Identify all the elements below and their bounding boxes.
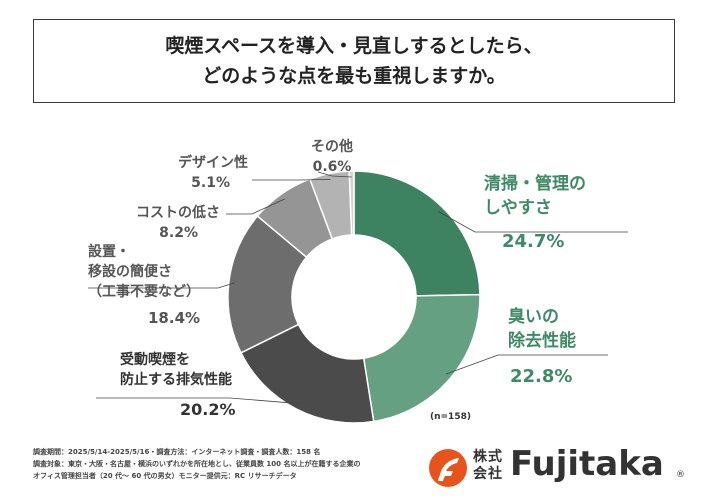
- leader-line-other: [317, 171, 352, 178]
- logo-jp-top: 株式: [473, 449, 503, 465]
- value-exhaust: 20.2%: [180, 400, 236, 419]
- label-exhaust: 受動喫煙を 防止する排気性能 20.2%: [120, 350, 236, 420]
- label-cleaning-line-2: しやすさ: [484, 198, 552, 218]
- label-odor-line-2: 除去性能: [508, 331, 576, 351]
- logo-jp-bottom: 会社: [473, 466, 503, 482]
- label-installation-line-2: 移設の簡便さ: [88, 264, 172, 280]
- title-line-1: 喫煙スペースを導入・見直しするとしたら、: [165, 35, 543, 57]
- label-installation-line-1: 設置・: [88, 244, 130, 260]
- donut-slice-cleaning: [353, 170, 481, 297]
- fujitaka-logo-mark-icon: [429, 449, 467, 487]
- leader-line-odor: [445, 354, 608, 375]
- label-exhaust-line-1: 受動喫煙を: [120, 352, 190, 368]
- label-cleaning-line-1: 清掃・管理の: [484, 174, 586, 194]
- donut-slice-other: [348, 170, 355, 236]
- label-exhaust-line-2: 防止する排気性能: [120, 372, 232, 388]
- donut-slice-odor: [362, 293, 481, 423]
- label-other-line-1: その他: [311, 139, 353, 155]
- leader-line-installation: [88, 282, 235, 289]
- value-installation: 18.4%: [148, 309, 201, 327]
- label-installation: 設置・ 移設の簡便さ （工事不要など） 18.4%: [88, 242, 200, 328]
- logo-wordmark: Fujitaka: [510, 444, 664, 484]
- chart-title: 喫煙スペースを導入・見直しするとしたら、 どのような点を最も重視しますか。: [33, 19, 675, 103]
- label-cost-line-1: コストの低さ: [136, 205, 220, 221]
- label-odor: 臭いの 除去性能 22.8%: [508, 305, 576, 389]
- footnote-line-1: 調査期間：2025/5/14-2025/5/16・調査方法：インターネット調査・…: [33, 448, 321, 456]
- leader-line-cleaning: [437, 211, 628, 233]
- value-design: 5.1%: [191, 175, 230, 191]
- fujitaka-logo: 株式 会社 Fujitaka ®: [428, 444, 688, 488]
- donut-slice-exhaust: [240, 323, 375, 424]
- label-cleaning: 清掃・管理の しやすさ 24.7%: [484, 172, 586, 254]
- leader-line-exhaust: [96, 397, 299, 404]
- footnote-line-2: 調査対象：東京・大阪・名古屋・横浜のいずれかを所在地とし、従業員数 100 名以…: [33, 460, 361, 468]
- value-cleaning: 24.7%: [502, 231, 565, 252]
- label-design-line-1: デザイン性: [178, 155, 248, 171]
- survey-footnote: 調査期間：2025/5/14-2025/5/16・調査方法：インターネット調査・…: [33, 446, 433, 482]
- sample-size-label: (n=158): [430, 412, 471, 422]
- label-odor-line-1: 臭いの: [508, 307, 559, 327]
- logo-registered-mark: ®: [676, 470, 685, 480]
- donut-slice-installation: [227, 215, 308, 354]
- footnote-line-3: オフィス管理担当者（20 代～ 60 代の男女）モニター提供元：RC リサーチデ…: [33, 472, 297, 480]
- title-line-2: どのような点を最も重視しますか。: [202, 65, 506, 87]
- label-cost: コストの低さ 8.2%: [120, 203, 220, 243]
- label-design: デザイン性 5.1%: [150, 153, 248, 193]
- leader-line-design: [252, 178, 331, 181]
- label-other: その他 0.6%: [302, 137, 362, 177]
- leader-line-cost: [226, 198, 285, 215]
- value-other: 0.6%: [312, 159, 352, 175]
- logo-company-type: 株式 会社: [473, 449, 503, 483]
- value-odor: 22.8%: [510, 366, 573, 387]
- label-installation-line-3: （工事不要など）: [88, 284, 200, 300]
- value-cost: 8.2%: [159, 225, 198, 241]
